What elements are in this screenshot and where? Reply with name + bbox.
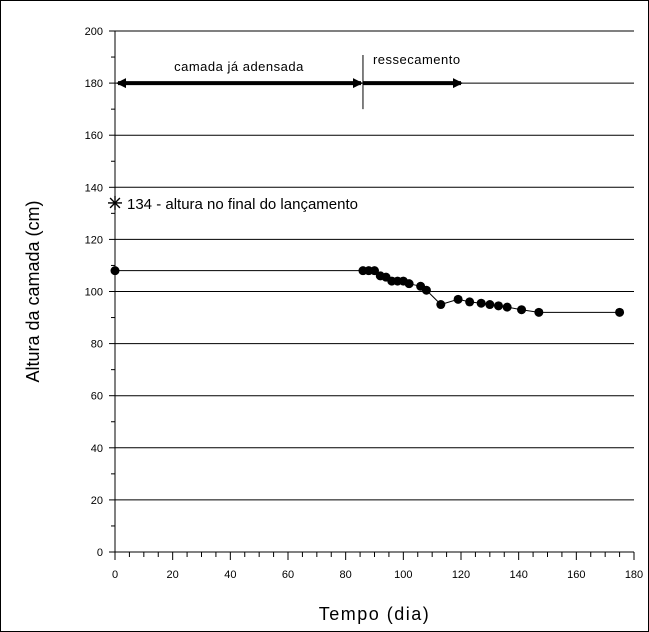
x-tick-label: 180 — [625, 569, 643, 581]
x-tick-label: 140 — [509, 569, 527, 581]
data-point — [370, 266, 379, 276]
data-point — [502, 302, 512, 312]
x-tick-label: 40 — [224, 569, 236, 581]
x-tick-label: 160 — [567, 569, 585, 581]
data-point — [110, 266, 120, 276]
y-tick-label: 20 — [91, 495, 103, 507]
drying-label: ressecamento — [373, 52, 461, 67]
y-tick-label: 60 — [91, 391, 103, 403]
y-tick-label: 0 — [97, 547, 103, 559]
y-tick-label: 80 — [91, 339, 103, 351]
initial-height-label: 134 - altura no final do lançamento — [127, 196, 358, 213]
y-tick-label: 140 — [85, 182, 103, 194]
x-tick-label: 0 — [112, 569, 118, 581]
x-axis-title: Tempo (dia) — [319, 604, 431, 624]
consolidated-label: camada já adensada — [174, 59, 304, 74]
horizontal-gridlines — [115, 30, 634, 501]
y-axis-title: Altura da camada (cm) — [23, 200, 43, 382]
y-tick-label: 180 — [85, 78, 103, 90]
x-tick-label: 100 — [394, 569, 412, 581]
data-point — [436, 300, 446, 310]
y-axis-ticks: 0 20 40 60 80 100 120 140 160 180 200 — [85, 26, 115, 559]
data-point — [421, 285, 431, 295]
x-tick-label: 80 — [340, 569, 352, 581]
data-point — [517, 305, 527, 315]
data-point — [476, 298, 486, 308]
x-tick-label: 120 — [452, 569, 470, 581]
data-point — [404, 279, 414, 289]
data-point — [493, 301, 503, 311]
data-point — [615, 307, 625, 317]
x-axis-ticks: 0 20 40 60 80 100 120 140 160 180 — [112, 552, 643, 581]
data-point — [453, 294, 463, 304]
y-tick-label: 160 — [85, 130, 103, 142]
x-tick-label: 60 — [282, 569, 294, 581]
y-tick-label: 120 — [85, 234, 103, 246]
x-tick-label: 20 — [167, 569, 179, 581]
data-point — [534, 307, 544, 317]
y-tick-label: 200 — [85, 26, 103, 38]
y-tick-label: 40 — [91, 443, 103, 455]
data-point — [465, 297, 475, 307]
data-series — [110, 266, 625, 317]
y-tick-label: 100 — [85, 287, 103, 299]
asterisk-stroke — [109, 197, 121, 209]
initial-height-marker: 134 - altura no final do lançamento — [108, 195, 358, 213]
data-point — [485, 300, 495, 310]
annotations: camada já adensada ressecamento — [116, 52, 463, 110]
